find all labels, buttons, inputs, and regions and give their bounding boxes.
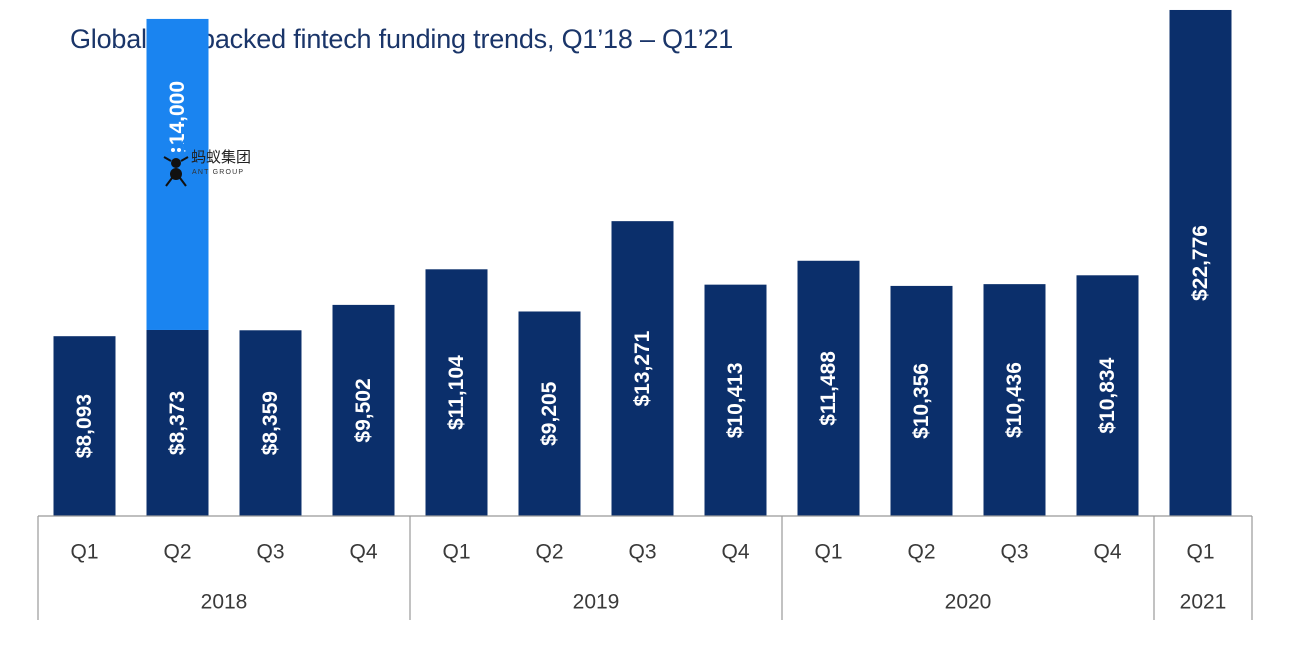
x-tick-label: Q3 bbox=[1000, 541, 1028, 564]
x-tick-label: Q4 bbox=[349, 541, 377, 564]
ant-group-english-name: ANT GROUP bbox=[192, 169, 245, 176]
bar bbox=[1076, 275, 1139, 516]
bar bbox=[518, 311, 581, 516]
bar-value-label: $10,413 bbox=[724, 362, 747, 438]
ant-icon bbox=[163, 136, 189, 187]
year-group-label: 2021 bbox=[1180, 591, 1227, 614]
bar-value-label: $11,104 bbox=[445, 355, 468, 430]
ant-group-value-label: $14,000 bbox=[166, 81, 189, 157]
bar-value-label: $10,436 bbox=[1003, 362, 1026, 438]
x-tick-label: Q2 bbox=[163, 541, 191, 564]
bar-value-label: $8,359 bbox=[259, 391, 282, 455]
bar bbox=[53, 336, 116, 516]
bar bbox=[704, 284, 767, 516]
bar bbox=[797, 260, 860, 516]
bar-value-label: $9,205 bbox=[538, 381, 561, 446]
ant-group-chinese-name: 蚂蚁集团 bbox=[191, 148, 252, 166]
bar bbox=[983, 284, 1046, 516]
x-tick-label: Q4 bbox=[1093, 541, 1121, 564]
bar-value-label: $22,776 bbox=[1189, 225, 1212, 301]
bar-value-label: $10,834 bbox=[1096, 357, 1119, 433]
x-tick-label: Q3 bbox=[628, 541, 656, 564]
bar-value-label: $13,271 bbox=[631, 330, 654, 406]
x-tick-label: Q3 bbox=[256, 541, 284, 564]
x-tick-label: Q1 bbox=[442, 541, 470, 564]
year-group-label: 2020 bbox=[945, 591, 992, 614]
bar-value-label: $8,093 bbox=[73, 394, 96, 458]
x-tick-label: Q2 bbox=[907, 541, 935, 564]
x-tick-label: Q4 bbox=[721, 541, 749, 564]
year-group-label: 2019 bbox=[573, 591, 620, 614]
bar-value-label: $8,373 bbox=[166, 391, 189, 455]
bar bbox=[890, 285, 953, 516]
bar bbox=[425, 269, 488, 516]
year-group-label: 2018 bbox=[201, 591, 248, 614]
x-tick-label: Q1 bbox=[70, 541, 98, 564]
bar bbox=[332, 304, 395, 516]
bar bbox=[146, 329, 209, 516]
ant-group-logo: 蚂蚁集团 ANT GROUP bbox=[162, 136, 262, 187]
x-tick-label: Q2 bbox=[535, 541, 563, 564]
bar-value-label: $9,502 bbox=[352, 378, 375, 442]
x-tick-label: Q1 bbox=[814, 541, 842, 564]
bar bbox=[239, 330, 302, 516]
bar-value-label: $11,488 bbox=[817, 351, 840, 426]
bar bbox=[611, 221, 674, 516]
bar-value-label: $10,356 bbox=[910, 363, 933, 439]
x-tick-label: Q1 bbox=[1186, 541, 1214, 564]
bar bbox=[1169, 9, 1232, 517]
